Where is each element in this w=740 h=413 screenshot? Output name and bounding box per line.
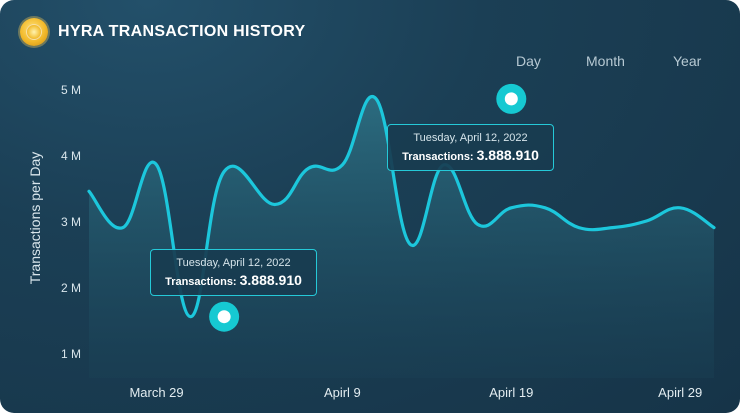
y-axis-ticks: 1 M 2 M 3 M 4 M 5 M xyxy=(61,83,81,361)
tooltip-value: 3.888.910 xyxy=(476,147,539,163)
y-tick-label: 5 M xyxy=(61,83,81,97)
x-tick-label: Apirl 19 xyxy=(489,385,533,400)
tooltip-date: Tuesday, April 12, 2022 xyxy=(176,257,291,269)
logo-center xyxy=(26,24,42,40)
tooltip-low: Tuesday, April 12, 2022 Transactions: 3.8… xyxy=(150,249,317,296)
tooltip-value: 3.888.910 xyxy=(239,272,302,288)
x-tick-label: Apirl 29 xyxy=(658,385,702,400)
highlight-points xyxy=(209,83,527,332)
y-tick-label: 2 M xyxy=(61,281,81,295)
header: HYRA TRANSACTION HISTORY xyxy=(20,18,306,46)
y-tick-label: 4 M xyxy=(61,149,81,163)
tab-month[interactable]: Month xyxy=(586,53,625,69)
highlight-point[interactable] xyxy=(209,301,240,332)
tooltip-date: Tuesday, April 12, 2022 xyxy=(413,132,528,144)
highlight-point[interactable] xyxy=(496,83,527,114)
x-axis-ticks: March 29 Apirl 9 Apirl 19 Apirl 29 xyxy=(129,385,702,400)
page-title: HYRA TRANSACTION HISTORY xyxy=(58,23,306,40)
highlight-point-center xyxy=(217,310,231,324)
tab-day[interactable]: Day xyxy=(516,53,541,69)
tooltip-high: Tuesday, April 12, 2022 Transactions: 3.8… xyxy=(387,124,554,171)
x-tick-label: Apirl 9 xyxy=(324,385,361,400)
tooltip-label: Transactions: xyxy=(165,276,237,288)
x-tick-label: March 29 xyxy=(129,385,183,400)
highlight-point-center xyxy=(504,92,518,106)
area-fill xyxy=(89,96,714,379)
hyra-coin-icon xyxy=(20,18,48,46)
range-tabs: Day Month Year xyxy=(0,53,740,73)
tooltip-row: Transactions: 3.888.910 xyxy=(397,146,544,166)
tooltip-label: Transactions: xyxy=(402,151,474,163)
y-tick-label: 3 M xyxy=(61,215,81,229)
tooltip-row: Transactions: 3.888.910 xyxy=(160,271,307,291)
y-axis-label: Transactions per Day xyxy=(27,152,43,285)
y-tick-label: 1 M xyxy=(61,347,81,361)
tab-year[interactable]: Year xyxy=(673,53,702,69)
